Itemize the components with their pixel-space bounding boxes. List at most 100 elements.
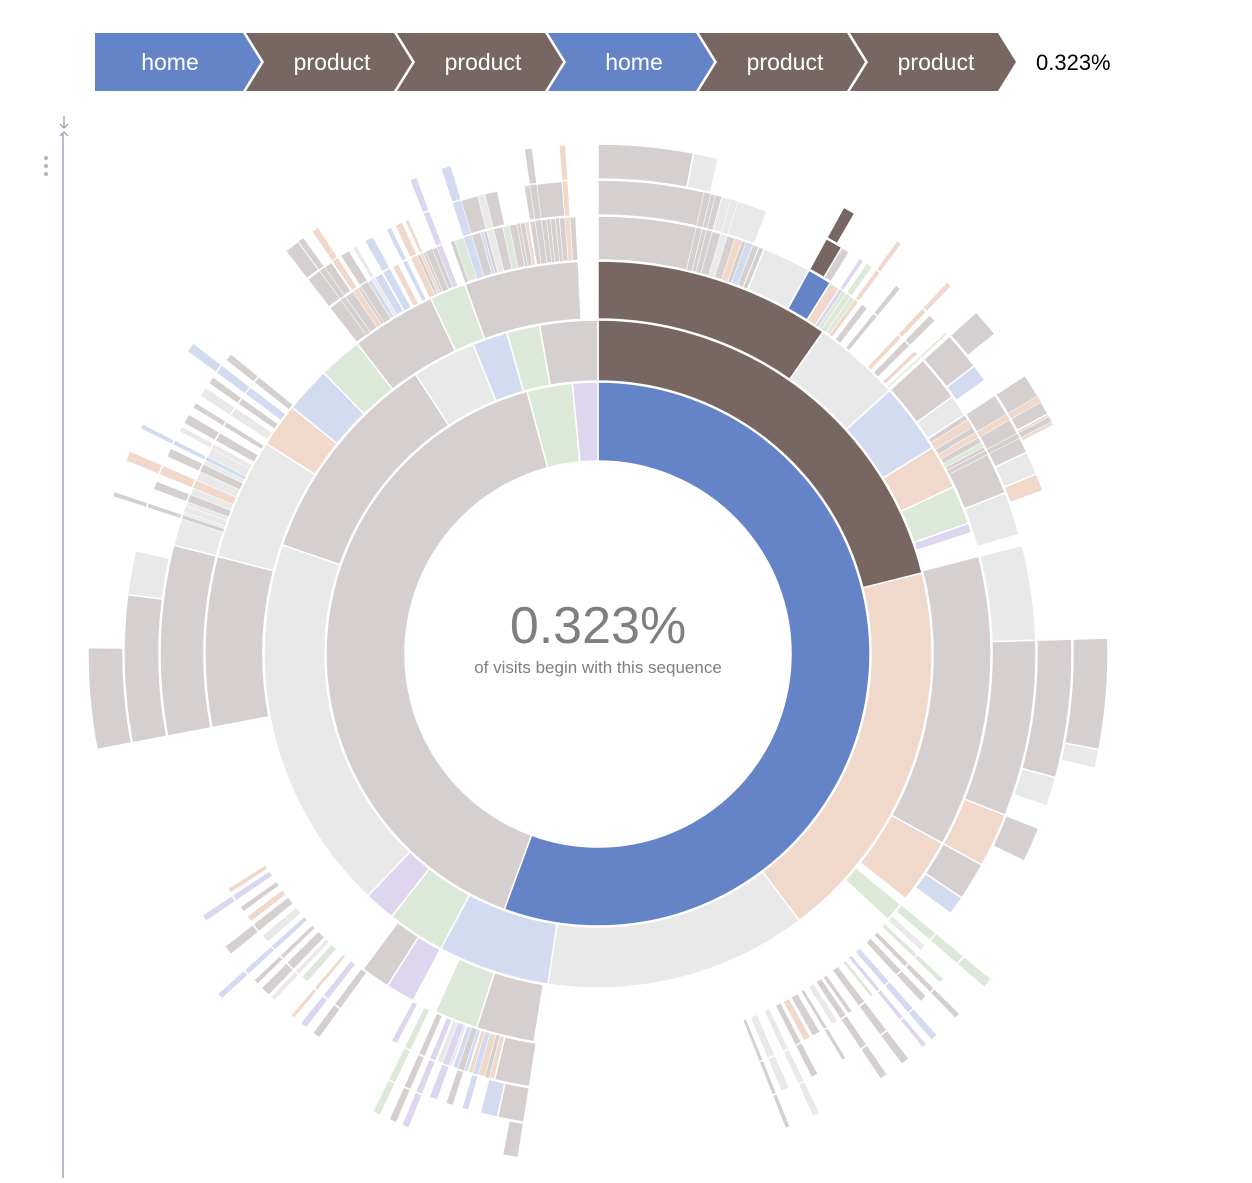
sunburst-arc-account[interactable] (867, 334, 902, 371)
sunburst-arc-account[interactable] (859, 814, 944, 900)
sunburst-arc-account[interactable] (158, 465, 196, 488)
sunburst-arc-purple[interactable] (300, 995, 329, 1028)
sunburst-arc-purple[interactable] (322, 960, 356, 1000)
sunburst-arc-search[interactable] (706, 194, 723, 231)
sunburst-arc-search[interactable] (554, 217, 564, 263)
sunburst-arc-green[interactable] (919, 331, 949, 358)
sunburst-arc-search[interactable] (425, 248, 450, 293)
sunburst-arc-search[interactable] (253, 896, 294, 932)
sunburst-arc-account[interactable] (404, 219, 423, 254)
sunburst-arc-search[interactable] (153, 480, 190, 502)
sunburst-arc-other[interactable] (686, 152, 720, 194)
sunburst-arc-search[interactable] (815, 978, 847, 1020)
sunburst-arc-end[interactable] (386, 227, 407, 262)
sunburst-arc-account[interactable] (558, 144, 568, 181)
sunburst-arc-other[interactable] (199, 387, 236, 416)
sunburst-arc-search[interactable] (905, 963, 935, 993)
sunburst-arc-product[interactable] (825, 206, 856, 245)
sunburst-arc-account[interactable] (1003, 473, 1044, 504)
sunburst-arc-purple[interactable] (814, 288, 844, 328)
sunburst-arc-search[interactable] (146, 502, 183, 519)
sunburst-arc-other[interactable] (808, 983, 838, 1025)
sunburst-arc-other[interactable] (295, 938, 330, 975)
sunburst-arc-purple[interactable] (742, 246, 760, 289)
sunburst-arc-other[interactable] (183, 505, 228, 527)
sunburst-arc-green[interactable] (846, 263, 873, 297)
sunburst-arc-green[interactable] (881, 923, 918, 958)
sunburst-arc-search[interactable] (224, 924, 259, 955)
sunburst-arc-search[interactable] (199, 463, 244, 491)
sunburst-arc-search[interactable] (225, 353, 259, 383)
sunburst-arc-search[interactable] (361, 921, 420, 987)
sunburst-arc-other[interactable] (262, 906, 302, 943)
sunburst-arc-search[interactable] (534, 219, 548, 265)
sunburst-arc-search[interactable] (795, 1042, 819, 1078)
sunburst-arc-green[interactable] (930, 933, 964, 964)
sunburst-arc-account[interactable] (564, 216, 574, 262)
sunburst-arc-search[interactable] (790, 993, 821, 1037)
sunburst-arc-account[interactable] (192, 479, 237, 506)
sunburst-arc-account[interactable] (930, 418, 974, 451)
sunburst-arc-green[interactable] (820, 292, 852, 333)
sunburst-arc-green[interactable] (372, 1079, 396, 1116)
sunburst-arc-purple[interactable] (912, 522, 973, 552)
sunburst-arc-account[interactable] (976, 413, 1011, 438)
more-options-icon[interactable] (43, 155, 49, 177)
sunburst-arc-account[interactable] (782, 998, 811, 1041)
sunburst-arc-search[interactable] (166, 448, 203, 472)
sunburst-arc-account[interactable] (882, 350, 918, 385)
sunburst-arc-search[interactable] (742, 1018, 764, 1062)
sunburst-arc-end[interactable] (244, 946, 275, 975)
sunburst-arc-search[interactable] (183, 414, 220, 441)
sunburst-arc-end[interactable] (908, 1008, 938, 1041)
sunburst-arc-purple[interactable] (429, 1017, 453, 1062)
sunburst-arc-purple[interactable] (436, 244, 459, 289)
sunburst-arc-search[interactable] (775, 1002, 802, 1046)
sunburst-arc-end[interactable] (461, 1074, 479, 1111)
sunburst-arc-search[interactable] (524, 147, 537, 185)
sunburst-arc-end[interactable] (463, 234, 485, 280)
sunburst-arc-account[interactable] (898, 308, 927, 338)
sunburst-arc-search[interactable] (845, 313, 878, 351)
sunburst-arc-search[interactable] (880, 1030, 909, 1065)
sunburst-arc-end[interactable] (479, 230, 496, 275)
collapse-arrows-icon[interactable] (59, 116, 69, 137)
sunburst-arc-other[interactable] (371, 276, 398, 318)
sunburst-arc-account[interactable] (561, 180, 571, 217)
sunburst-arc-purple[interactable] (899, 1017, 927, 1048)
sunburst-arc-purple[interactable] (571, 381, 599, 463)
sunburst-arc-search[interactable] (904, 314, 936, 346)
sunburst-arc-search[interactable] (279, 924, 316, 960)
sunburst-arc-purple[interactable] (839, 258, 864, 291)
sunburst-arc-search[interactable] (359, 280, 392, 324)
sunburst-arc-search[interactable] (318, 266, 345, 300)
sunburst-arc-account[interactable] (227, 864, 269, 894)
sunburst-arc-other[interactable] (708, 233, 728, 278)
sunburst-arc-end[interactable] (216, 365, 251, 394)
sunburst-arc-search[interactable] (240, 881, 280, 912)
sunburst-arc-other[interactable] (1060, 742, 1100, 770)
sunburst-arc-search[interactable] (389, 1087, 411, 1123)
sunburst-arc-search[interactable] (223, 421, 265, 450)
sunburst-arc-purple[interactable] (877, 989, 904, 1020)
sunburst-arc-search[interactable] (858, 1001, 887, 1036)
sunburst-arc-search[interactable] (208, 376, 242, 404)
sunburst-arc-account[interactable] (410, 254, 436, 299)
breadcrumb-step[interactable] (397, 33, 563, 91)
sunburst-arc-green[interactable] (502, 224, 519, 270)
sunburst-arc-search[interactable] (832, 966, 866, 1007)
sunburst-arc-other[interactable] (767, 1055, 790, 1092)
sunburst-arc-search[interactable] (334, 968, 367, 1009)
sunburst-arc-account[interactable] (721, 237, 743, 283)
sunburst-arc-purple[interactable] (422, 210, 443, 247)
sunburst-arc-end[interactable] (271, 916, 308, 951)
sunburst-arc-green[interactable] (404, 1007, 430, 1051)
sunburst-arc-account[interactable] (332, 257, 358, 291)
sunburst-arc-purple[interactable] (441, 1021, 465, 1067)
sunburst-arc-search[interactable] (340, 295, 371, 336)
sunburst-arc-end[interactable] (472, 1031, 491, 1076)
sunburst-arc-purple[interactable] (401, 1092, 423, 1128)
sunburst-arc-search[interactable] (340, 250, 368, 286)
sunburst-arc-green[interactable] (844, 866, 902, 921)
sunburst-arc-account[interactable] (290, 988, 318, 1019)
